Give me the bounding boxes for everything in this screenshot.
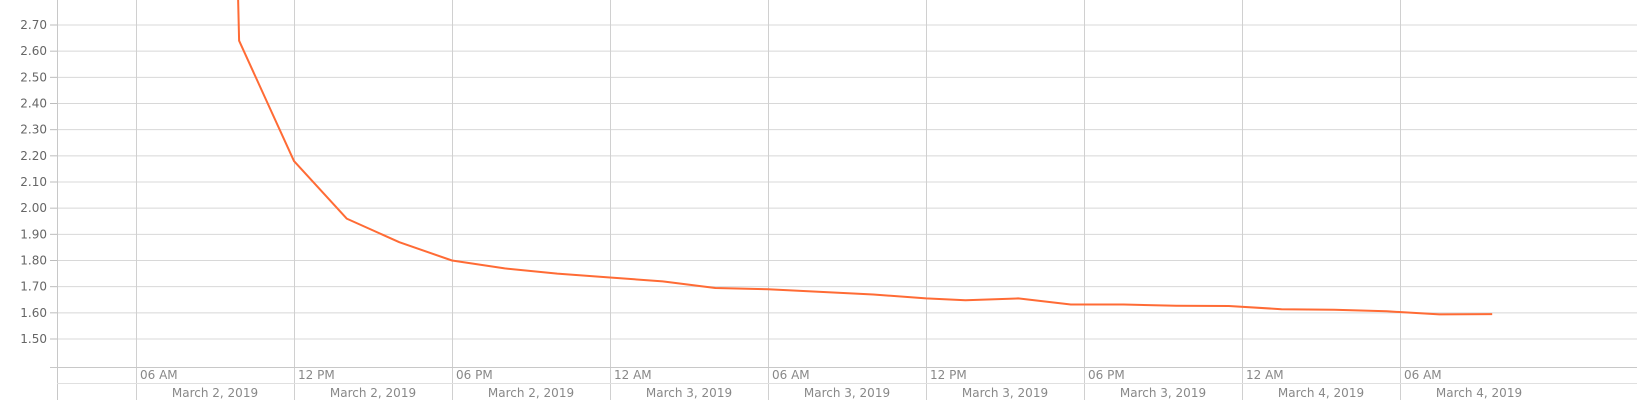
x-tick-date-label: March 4, 2019 [1436, 386, 1522, 400]
x-tick-date-label: March 2, 2019 [172, 386, 258, 400]
x-tick-time-label: 06 AM [772, 368, 810, 382]
x-tick-time-label: 06 PM [456, 368, 493, 382]
y-tick-label: 1.60 [20, 306, 47, 320]
x-tick-date-label: March 3, 2019 [804, 386, 890, 400]
x-tick-date-label: March 3, 2019 [962, 386, 1048, 400]
y-tick-label: 2.30 [20, 123, 47, 137]
y-tick-label: 2.50 [20, 70, 47, 84]
y-tick-label: 2.00 [20, 201, 47, 215]
x-tick-time-label: 12 AM [614, 368, 652, 382]
y-tick-label: 2.10 [20, 175, 47, 189]
y-tick-label: 2.20 [20, 149, 47, 163]
y-tick-label: 1.90 [20, 227, 47, 241]
y-tick-label: 1.70 [20, 280, 47, 294]
x-tick-time-label: 06 AM [140, 368, 178, 382]
y-tick-label: 2.70 [20, 18, 47, 32]
x-tick-date-label: March 4, 2019 [1278, 386, 1364, 400]
series-line [237, 0, 1493, 316]
y-tick-label: 2.40 [20, 97, 47, 111]
y-tick-label: 1.50 [20, 332, 47, 346]
y-tick-label: 2.60 [20, 44, 47, 58]
axis-layer: 1.50 1.60 1.70 1.80 1.90 2.00 2.10 2.20 2.30 2.40… [20, 0, 1637, 400]
grid-layer [57, 0, 1637, 400]
x-tick-date-label: March 3, 2019 [646, 386, 732, 400]
series-layer [237, 0, 1493, 316]
x-tick-date-label: March 2, 2019 [488, 386, 574, 400]
y-tick-label: 1.80 [20, 254, 47, 268]
x-tick-time-label: 06 PM [1088, 368, 1125, 382]
x-tick-time-label: 12 AM [1246, 368, 1284, 382]
x-tick-time-label: 12 PM [930, 368, 967, 382]
x-tick-date-label: March 3, 2019 [1120, 386, 1206, 400]
x-tick-time-label: 06 AM [1404, 368, 1442, 382]
x-tick-time-label: 12 PM [298, 368, 335, 382]
x-tick-date-label: March 2, 2019 [330, 386, 416, 400]
